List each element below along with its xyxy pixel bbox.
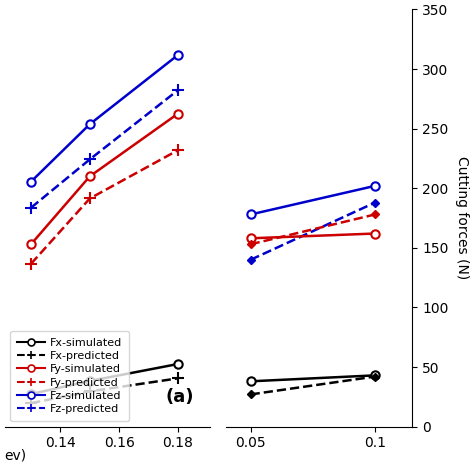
- Text: (a): (a): [165, 388, 193, 406]
- Legend: Fx-simulated, Fx-predicted, Fy-simulated, Fy-predicted, Fz-simulated, Fz-predict: Fx-simulated, Fx-predicted, Fy-simulated…: [10, 331, 129, 421]
- Y-axis label: Cutting forces (N): Cutting forces (N): [456, 156, 469, 280]
- Text: ev): ev): [5, 449, 27, 463]
